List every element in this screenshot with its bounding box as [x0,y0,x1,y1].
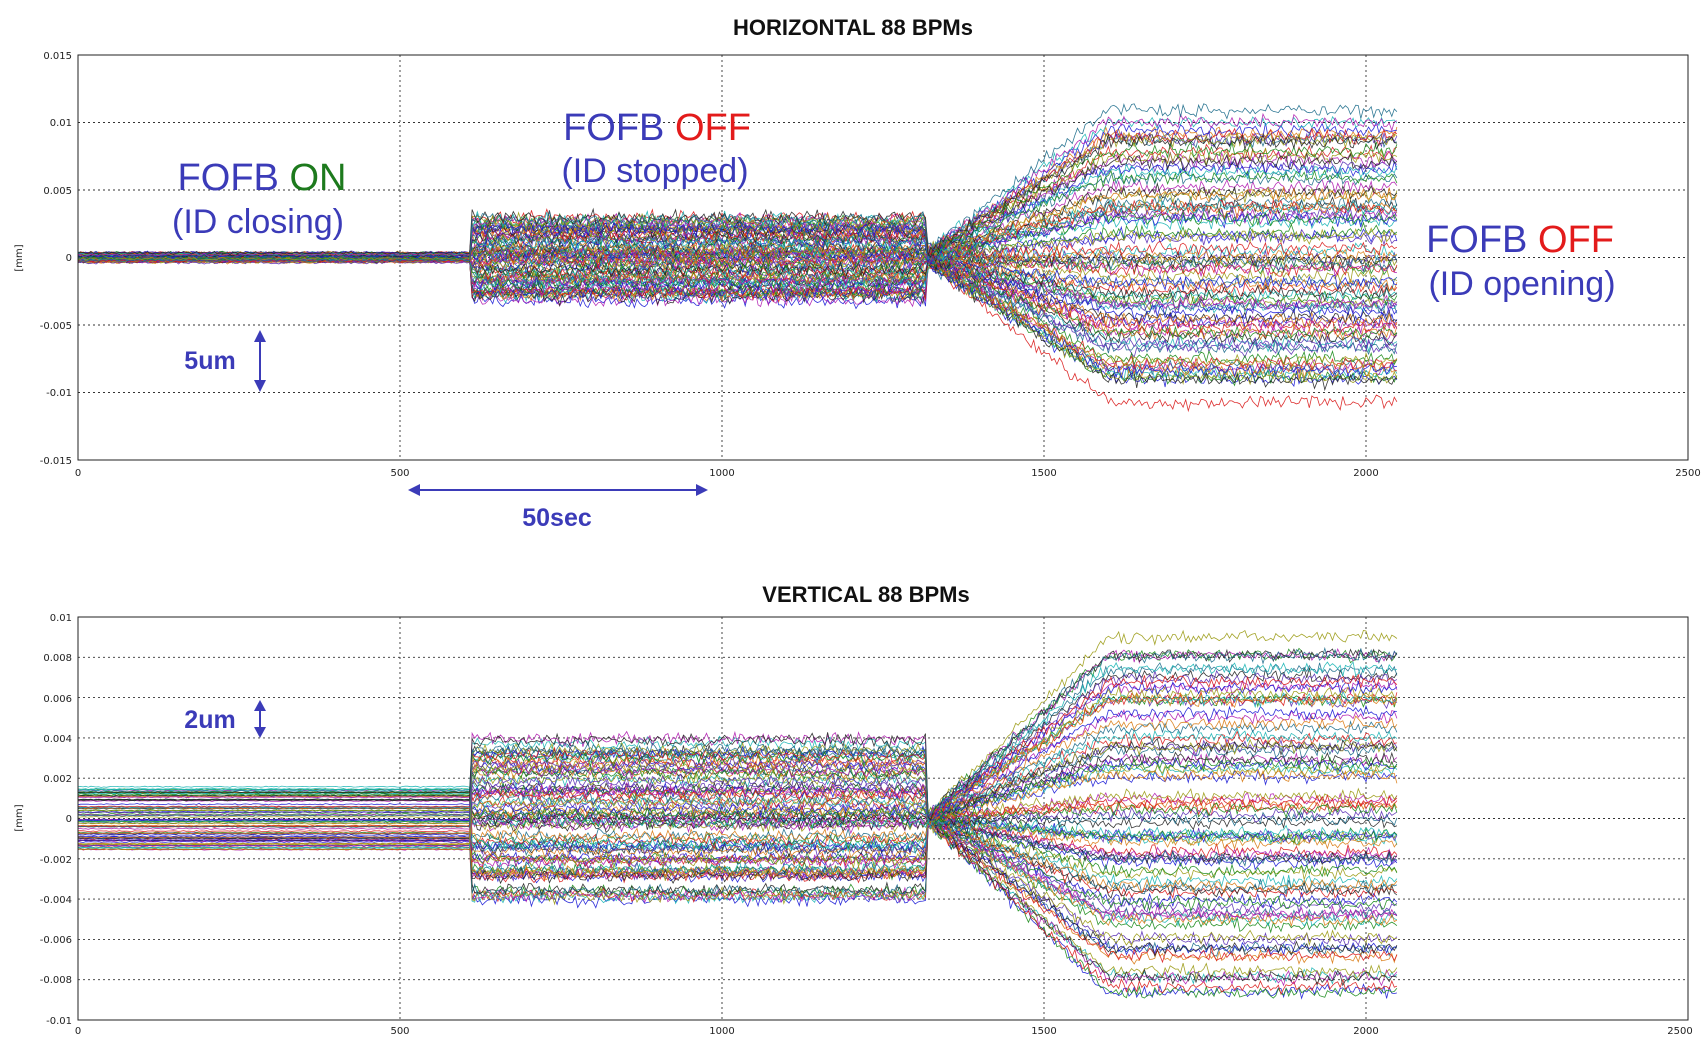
vertical-plot-frame [77,616,1689,1021]
h-xtick-label: 2000 [1353,468,1378,479]
annotation-fofb-word: FOFB [178,157,279,199]
annotation-fofb-word: FOFB [1426,219,1527,261]
h-xtick-label: 0 [75,468,81,479]
bpm-series-line [77,727,1398,821]
bpm-series-line [77,169,1398,262]
bpm-series-line [77,794,1398,865]
bpm-series-line [77,799,1398,987]
bpm-series-line [77,795,1398,823]
bpm-series-line [77,715,1398,835]
h-xtick-label: 1000 [709,468,734,479]
bpm-series-line [77,819,1398,927]
v-xtick-label: 1000 [709,1026,734,1037]
annotation-id-closing: (ID closing) [172,203,344,241]
annotation-fofb-off-stopped: FOFB OFF [563,107,751,149]
bpm-series-line [77,646,1398,829]
bpm-series-line [77,130,1398,263]
vertical-series-group [77,629,1398,1000]
annotation-fofb-off-opening: FOFB OFF [1426,219,1614,261]
annotation-off-word: OFF [1538,219,1614,261]
v-ytick-label: -0.008 [40,975,72,986]
bpm-series-line [77,818,1397,957]
v-xtick-label: 2500 [1667,1026,1692,1037]
bpm-series-line [77,152,1398,258]
h-ylabel: [mm] [14,244,25,271]
horizontal-chart: HORIZONTAL 88 BPMs 0.015 0.01 0.005 0 -0… [14,15,1701,532]
vertical-scale-arrow [254,330,266,392]
bpm-series-line [77,679,1398,822]
annotation-id-opening: (ID opening) [1428,265,1615,303]
v-ytick-label: -0.01 [46,1016,72,1027]
bpm-series-line [77,103,1398,263]
v-ytick-label: -0.006 [40,935,72,946]
v-ytick-label: 0.01 [50,613,72,624]
horizontal-series-group [77,103,1398,413]
horizontal-plot-frame [77,54,1689,461]
bpm-series-line [77,768,1398,845]
bpm-series-line [77,805,1398,827]
bpm-series-line [77,790,1398,923]
bpm-series-line [77,685,1398,819]
v-ytick-label: 0.002 [43,774,72,785]
time-scale-label-50sec: 50sec [522,504,592,532]
h-ytick-label: -0.005 [40,321,72,332]
h-ytick-label: -0.01 [46,388,72,399]
h-ytick-label: 0.005 [43,186,72,197]
scale-label-5um: 5um [184,347,235,375]
bpm-series-line [77,793,1398,880]
annotation-id-stopped: (ID stopped) [561,152,748,190]
h-xtick-label: 500 [390,468,409,479]
vertical-chart-title: VERTICAL 88 BPMs [762,582,969,607]
v-ytick-label: 0.006 [43,694,72,705]
h-xtick-label: 1500 [1031,468,1056,479]
bpm-series-line [77,133,1397,256]
v-ytick-label: -0.004 [40,895,72,906]
v-xtick-label: 0 [75,1026,81,1037]
v-ylabel: [mm] [14,804,25,831]
horizontal-chart-title: HORIZONTAL 88 BPMs [733,15,973,40]
bpm-series-line [77,648,1398,830]
v-ytick-label: 0.004 [43,734,72,745]
annotation-fofb-on: FOFB ON [178,157,347,199]
time-scale-arrow [408,484,708,496]
vertical-chart: VERTICAL 88 BPMs 0.01 0.008 0.006 0.004 … [14,582,1693,1037]
h-ytick-label: -0.015 [40,456,72,467]
bpm-series-line [77,648,1398,821]
annotation-on-word: ON [289,157,346,199]
v-xtick-label: 2000 [1353,1026,1378,1037]
scale-label-2um: 2um [184,706,235,734]
v-ytick-label: -0.002 [40,855,72,866]
bpm-series-line [78,704,1397,837]
h-ytick-label: 0.015 [43,51,72,62]
h-xtick-label: 2500 [1675,468,1700,479]
bpm-series-line [77,730,1398,820]
bpm-series-line [77,661,1398,816]
bpm-series-line [77,112,1398,257]
annotation-fofb-word: FOFB [563,107,664,149]
bpm-series-line [77,673,1398,828]
bpm-series-line [77,753,1398,822]
v-xtick-label: 1500 [1031,1026,1056,1037]
v-ytick-label: 0.008 [43,653,72,664]
bpm-series-line [77,738,1398,848]
h-ytick-label: 0.01 [50,118,72,129]
v-ytick-label: 0 [66,814,72,825]
bpm-series-line [77,785,1398,841]
bpm-series-line [77,738,1398,820]
v-xtick-label: 500 [390,1026,409,1037]
bpm-series-line [77,647,1398,823]
vertical-scale-arrow [254,700,266,738]
annotation-off-word: OFF [675,107,751,149]
bpm-series-line [77,815,1398,881]
bpm-series-line [77,629,1398,845]
bpm-series-line [78,809,1398,842]
h-ytick-label: 0 [66,253,72,264]
